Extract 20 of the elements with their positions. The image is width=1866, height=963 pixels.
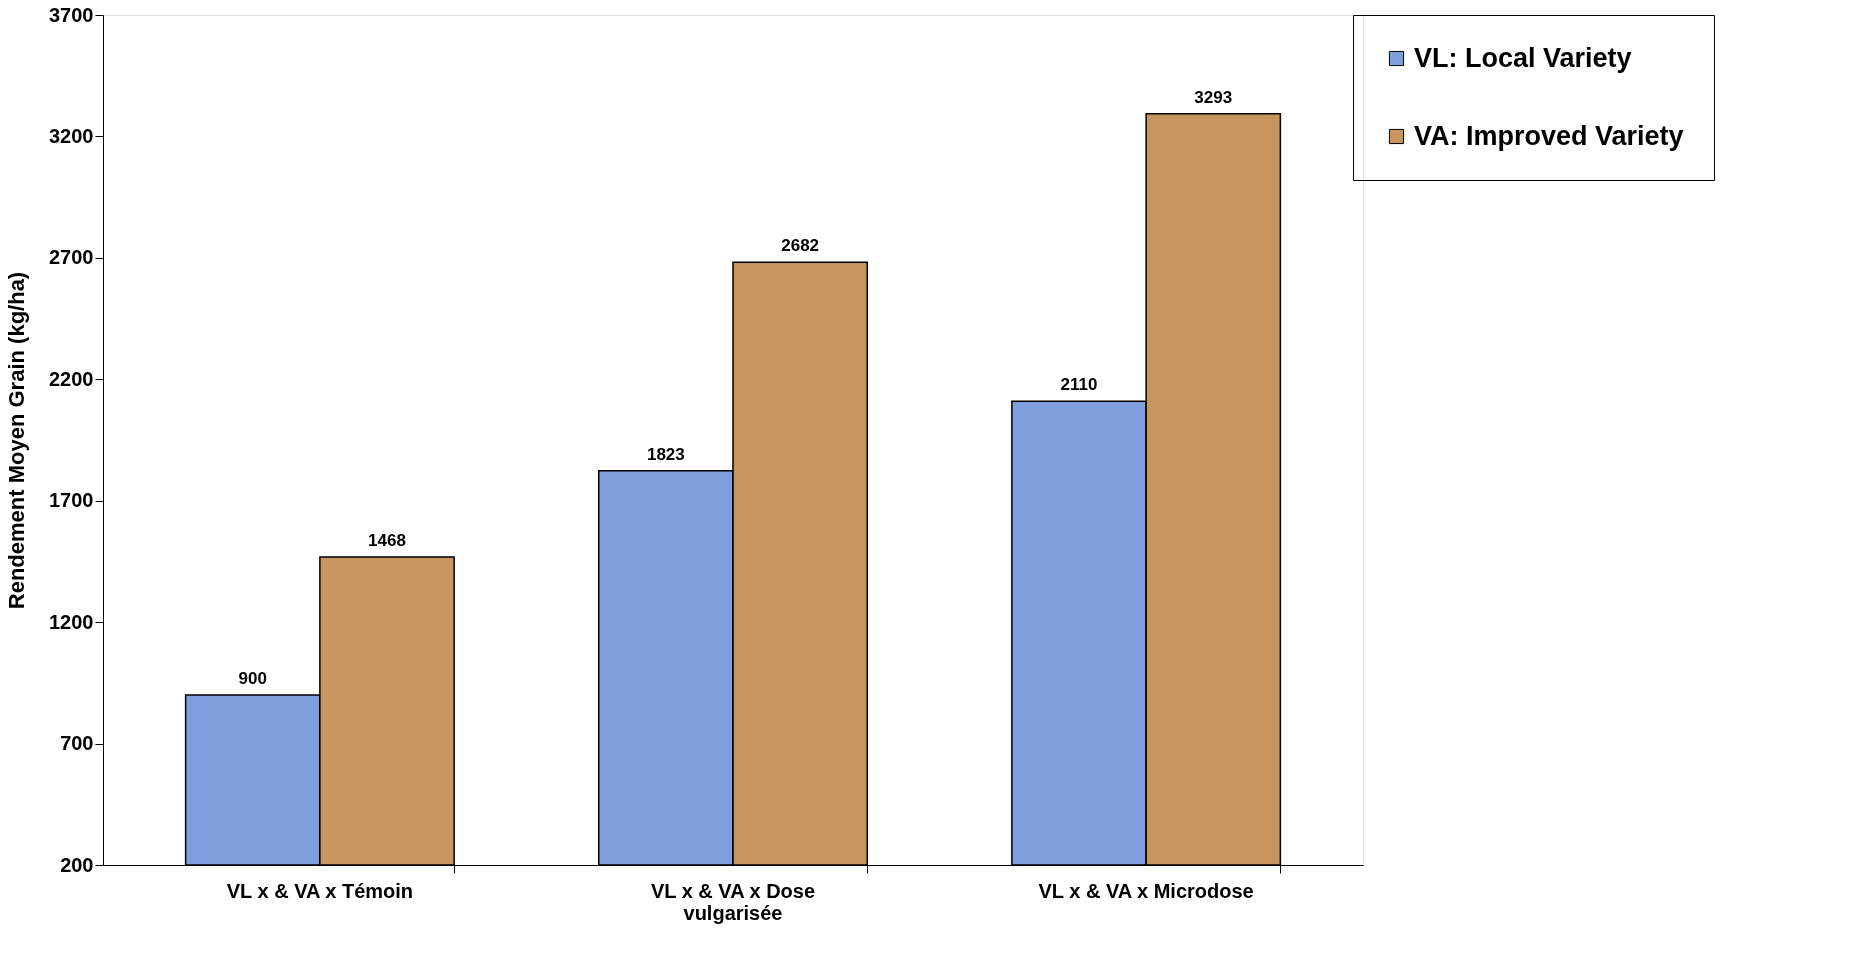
data-label: 900: [238, 669, 267, 688]
y-tick-label: 700: [60, 732, 94, 755]
x-tick-label: VL x & VA x Microdose: [1038, 879, 1254, 902]
x-tick-label: VL x & VA x Dose vulgarisée: [650, 879, 816, 924]
data-label: 3293: [1194, 87, 1233, 107]
y-tick-label: 1200: [49, 610, 94, 633]
data-label: 1468: [368, 531, 406, 551]
legend-label: VA: Improved Variety: [1414, 120, 1684, 151]
y-tick-label: 1700: [49, 489, 94, 512]
data-label: 2110: [1060, 375, 1098, 395]
y-tick-label: 2200: [49, 367, 94, 390]
y-tick-label: 3200: [49, 124, 94, 147]
data-label: 2682: [781, 236, 820, 256]
data-label: 1823: [646, 444, 685, 464]
y-tick-label: 2700: [49, 246, 94, 269]
y-axis-title: Rendement Moyen Grain (kg/ha): [4, 271, 30, 610]
y-tick-label: 200: [60, 853, 94, 876]
y-tick-label: 3700: [49, 3, 94, 26]
x-tick-label: VL x & VA x Témoin: [226, 879, 414, 902]
legend-label: VL: Local Variety: [1414, 42, 1632, 73]
